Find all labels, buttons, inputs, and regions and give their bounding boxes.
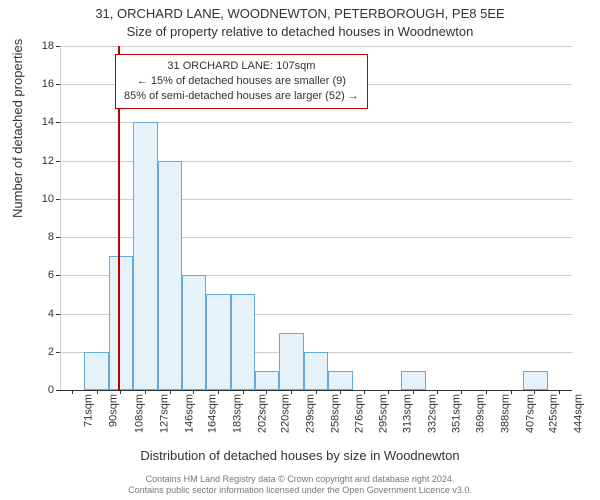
y-tick-label: 16 [14, 78, 54, 90]
x-tick-label: 108sqm [134, 394, 146, 433]
histogram-bar [133, 122, 157, 390]
x-tick-mark [461, 390, 462, 394]
y-tick-mark [56, 314, 60, 315]
grid-line [60, 46, 572, 47]
y-tick-label: 4 [14, 308, 54, 320]
x-tick-mark [120, 390, 121, 394]
histogram-bar [304, 352, 328, 390]
callout-line-3: 85% of semi-detached houses are larger (… [124, 89, 359, 104]
chart-title-sub: Size of property relative to detached ho… [0, 24, 600, 39]
histogram-bar [255, 371, 279, 390]
x-tick-mark [72, 390, 73, 394]
x-tick-mark [145, 390, 146, 394]
x-tick-mark [266, 390, 267, 394]
x-tick-label: 295sqm [378, 394, 390, 433]
x-tick-mark [486, 390, 487, 394]
x-tick-label: 71sqm [82, 394, 94, 427]
histogram-bar [401, 371, 425, 390]
x-tick-label: 220sqm [280, 394, 292, 433]
x-tick-mark [534, 390, 535, 394]
y-tick-label: 10 [14, 193, 54, 205]
x-tick-label: 164sqm [207, 394, 219, 433]
x-tick-label: 388sqm [499, 394, 511, 433]
x-tick-mark [316, 390, 317, 394]
x-tick-mark [388, 390, 389, 394]
y-tick-label: 18 [14, 40, 54, 52]
x-tick-label: 258sqm [330, 394, 342, 433]
y-tick-mark [56, 46, 60, 47]
y-tick-mark [56, 390, 60, 391]
copyright-notice: Contains HM Land Registry data © Crown c… [0, 474, 600, 496]
copyright-line-1: Contains HM Land Registry data © Crown c… [0, 474, 600, 485]
callout-line-1: 31 ORCHARD LANE: 107sqm [124, 59, 359, 74]
y-tick-mark [56, 237, 60, 238]
y-tick-mark [56, 161, 60, 162]
x-tick-mark [291, 390, 292, 394]
x-tick-label: 146sqm [183, 394, 195, 433]
x-tick-label: 183sqm [232, 394, 244, 433]
x-tick-label: 313sqm [401, 394, 413, 433]
copyright-line-2: Contains public sector information licen… [0, 485, 600, 496]
y-tick-label: 0 [14, 384, 54, 396]
x-tick-mark [170, 390, 171, 394]
chart-title-main: 31, ORCHARD LANE, WOODNEWTON, PETERBOROU… [0, 6, 600, 21]
histogram-bar [328, 371, 352, 390]
x-tick-mark [437, 390, 438, 394]
y-tick-mark [56, 275, 60, 276]
x-tick-mark [243, 390, 244, 394]
y-tick-mark [56, 352, 60, 353]
x-tick-mark [97, 390, 98, 394]
x-tick-label: 351sqm [451, 394, 463, 433]
y-tick-label: 14 [14, 116, 54, 128]
x-tick-label: 202sqm [256, 394, 268, 433]
x-tick-label: 369sqm [475, 394, 487, 433]
histogram-bar [279, 333, 303, 390]
x-tick-label: 276sqm [353, 394, 365, 433]
histogram-bar [182, 275, 206, 390]
callout-box: 31 ORCHARD LANE: 107sqm ← 15% of detache… [115, 54, 368, 109]
x-tick-label: 332sqm [426, 394, 438, 433]
callout-line-2: ← 15% of detached houses are smaller (9) [124, 74, 359, 89]
x-tick-mark [413, 390, 414, 394]
x-tick-mark [559, 390, 560, 394]
y-axis-line [60, 46, 61, 390]
y-tick-label: 6 [14, 269, 54, 281]
x-tick-mark [340, 390, 341, 394]
x-tick-mark [218, 390, 219, 394]
x-tick-label: 425sqm [548, 394, 560, 433]
x-tick-mark [193, 390, 194, 394]
histogram-bar [206, 294, 230, 390]
y-tick-mark [56, 122, 60, 123]
y-tick-label: 8 [14, 231, 54, 243]
x-tick-mark [364, 390, 365, 394]
x-tick-label: 407sqm [524, 394, 536, 433]
x-axis-label: Distribution of detached houses by size … [0, 448, 600, 463]
x-tick-label: 444sqm [573, 394, 585, 433]
y-tick-mark [56, 84, 60, 85]
histogram-bar [231, 294, 255, 390]
histogram-bar [158, 161, 182, 390]
histogram-bar [109, 256, 133, 390]
histogram-bar [523, 371, 547, 390]
x-tick-label: 239sqm [305, 394, 317, 433]
y-tick-mark [56, 199, 60, 200]
x-tick-label: 127sqm [158, 394, 170, 433]
histogram-bar [84, 352, 108, 390]
x-tick-label: 90sqm [107, 394, 119, 427]
y-tick-label: 2 [14, 346, 54, 358]
y-tick-label: 12 [14, 155, 54, 167]
x-tick-mark [511, 390, 512, 394]
